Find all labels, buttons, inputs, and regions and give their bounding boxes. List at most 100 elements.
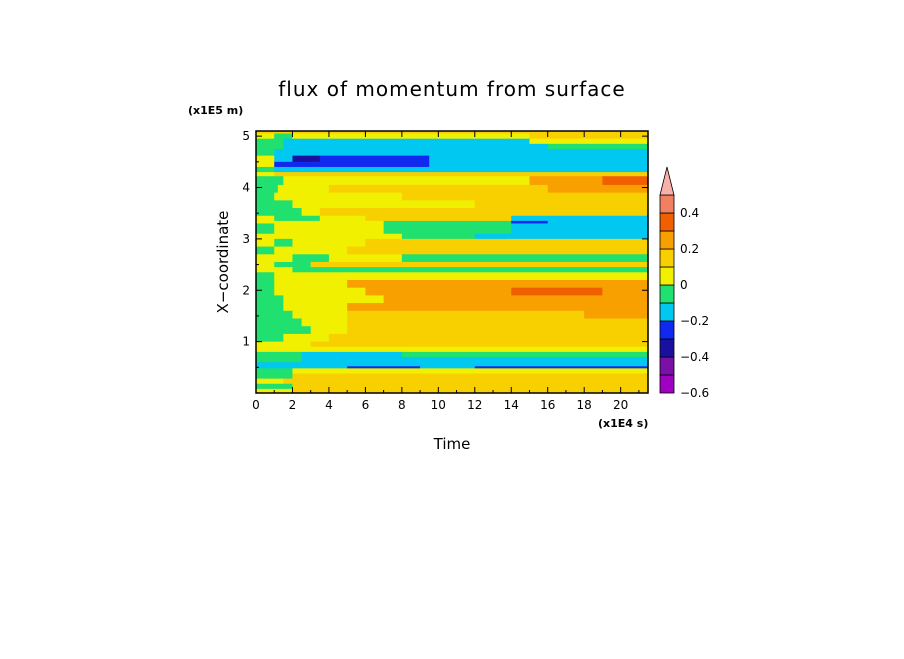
heatmap-cell [256,215,275,222]
heatmap-cell [292,155,321,163]
heatmap-cell [301,318,348,327]
x-axis-unit: (x1E4 s) [598,417,648,430]
colorbar-swatch [659,338,675,358]
y-axis: 1 2 3 4 5 [242,129,648,368]
heatmap-cell [283,378,649,385]
heatmap-cell [511,287,604,296]
heatmap-cell [274,155,294,163]
colorbar-swatch [659,194,675,214]
y-tick-label: 2 [242,283,250,297]
heatmap-cell [328,346,649,353]
heatmap-cell [511,220,549,225]
chart-title: flux of momentum from surface [278,77,625,101]
y-tick-label: 4 [242,181,250,195]
heatmap-cell [347,366,421,369]
heatmap-cell [292,200,476,209]
x-axis: 0 2 4 6 8 10 12 14 16 18 20 [252,131,640,412]
heatmap-cell [310,262,649,268]
heatmap-cell [301,208,321,217]
colorbar-extension [659,166,675,196]
x-tick-label: 6 [362,398,370,412]
heatmap-cell [292,310,348,320]
heatmap-cell [256,357,303,363]
heatmap-cell [256,295,284,304]
colorbar-tick-label: −0.6 [680,386,709,400]
heatmap-cell [256,166,275,173]
colorbar-tick-label: −0.4 [680,350,709,364]
colorbar-swatch [659,320,675,340]
x-tick-label: 16 [540,398,555,412]
x-tick-label: 8 [398,398,406,412]
heatmap-cell [256,176,284,186]
heatmap-cell [429,161,649,168]
heatmap-cell [256,362,312,367]
heatmap-cell [547,184,649,194]
heatmap-cell [365,215,512,222]
heatmap-cell [256,238,275,248]
heatmap-cell [383,223,512,235]
heatmap-cell [301,357,649,363]
colorbar-swatch [659,374,675,394]
heatmap-cell [283,303,348,312]
heatmap-cell [347,279,649,289]
heatmap-cell [274,148,649,157]
heatmap-cell [274,161,430,168]
colorbar-swatch [659,356,675,376]
heatmap-cell [256,303,284,312]
x-tick-label: 18 [577,398,592,412]
heatmap-cell [274,215,321,222]
heatmap-cell [256,279,275,289]
heatmap-cell [274,272,649,281]
heatmap-cell [256,310,294,320]
heatmap-cell [529,133,649,140]
heatmap-cell [256,287,275,296]
heatmap-cell [511,223,649,235]
heatmap-cell [547,143,649,150]
heatmap-cell [401,192,649,201]
heatmap-cell [256,133,275,140]
colorbar-swatch [659,212,675,232]
colorbar: 0.4 0.2 0 −0.2 −0.4 −0.6 [659,166,709,400]
heatmap-cell [256,366,348,369]
heatmap-cell [328,184,549,194]
y-tick-label: 3 [242,232,250,246]
heatmap-cell [347,310,585,320]
heatmap-cell [319,208,649,217]
heatmap-cell [256,373,294,380]
x-tick-label: 4 [325,398,333,412]
heatmap-cell [584,310,649,320]
y-tick-label: 1 [242,335,250,349]
heatmap-cell [365,287,512,296]
heatmap-cell [256,208,303,217]
colorbar-swatch [659,230,675,250]
heatmap-cell [274,192,312,201]
heatmap-cell [347,303,649,312]
heatmap-cell [283,138,531,145]
heatmap-cell [301,351,403,358]
heatmap-cell [310,326,348,335]
heatmap-cell [274,133,294,140]
heatmap-cell [292,388,649,394]
y-axis-label: X−coordinate [214,211,232,314]
heatmap-cell [474,366,649,369]
colorbar-tick-label: 0 [680,278,688,292]
heatmap-cell [401,254,649,263]
heatmap-cell [429,155,649,163]
heatmap-cell [283,333,330,343]
colorbar-swatch [659,284,675,304]
heatmap-cell [256,318,303,327]
x-tick-label: 2 [289,398,297,412]
heatmap-cell [274,279,348,289]
heatmap-cell [283,143,549,150]
heatmap-cell [256,131,279,135]
heatmap-cell [292,267,649,273]
heatmap-cell [474,200,649,209]
heatmap-cell [292,238,366,248]
heatmap-cell [319,215,366,222]
heatmap-cell [383,295,649,304]
heatmap-cell [274,287,366,296]
heatmap-cell [328,333,649,343]
heatmap-cell [274,262,312,268]
heatmap-cell [365,238,649,248]
